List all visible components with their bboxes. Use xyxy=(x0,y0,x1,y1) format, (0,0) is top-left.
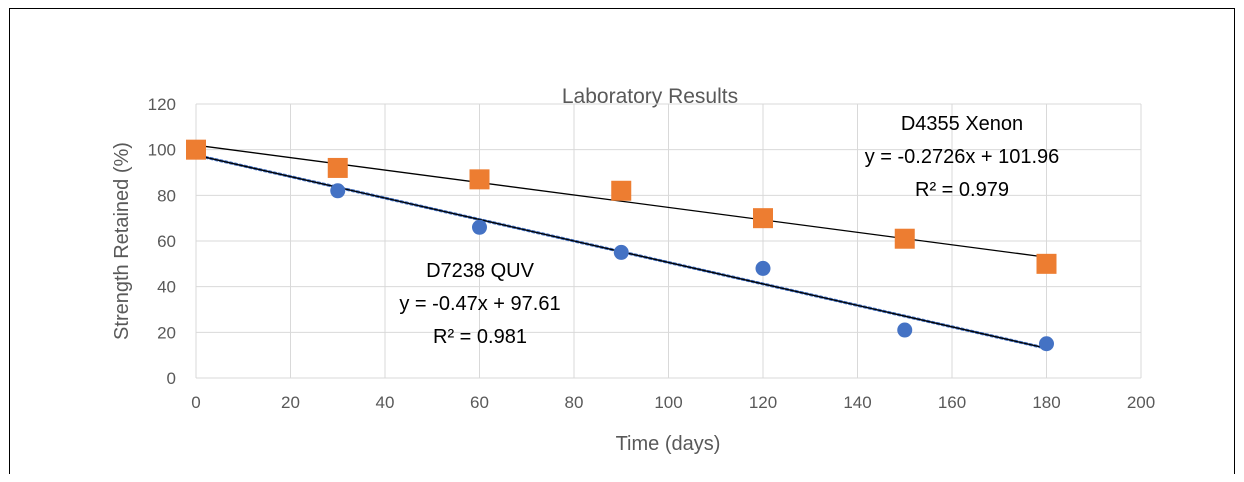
x-tick-label: 40 xyxy=(376,393,395,412)
quv-annotation-equation: y = -0.47x + 97.61 xyxy=(399,293,560,315)
y-tick-label: 60 xyxy=(157,232,176,251)
x-tick-label: 180 xyxy=(1032,393,1060,412)
series-1-point xyxy=(894,228,915,249)
series-0-point xyxy=(897,322,913,338)
y-tick-labels: 0 20 40 60 80 100 120 xyxy=(148,95,176,388)
x-tick-label: 200 xyxy=(1127,393,1155,412)
series-1-point xyxy=(469,169,490,190)
y-axis-title: Strength Retained (%) xyxy=(111,142,133,340)
x-tick-labels: 0 20 40 60 80 100 120 140 160 180 200 xyxy=(191,393,1155,412)
x-tick-label: 160 xyxy=(938,393,966,412)
y-tick-label: 80 xyxy=(157,186,176,205)
x-tick-label: 120 xyxy=(749,393,777,412)
x-tick-label: 60 xyxy=(470,393,489,412)
quv-annotation: D7238 QUV y = -0.47x + 97.61 R² = 0.981 xyxy=(399,260,560,348)
y-tick-label: 100 xyxy=(148,141,176,160)
x-tick-label: 0 xyxy=(191,393,200,412)
quv-annotation-r2: R² = 0.981 xyxy=(433,326,527,348)
x-tick-label: 100 xyxy=(654,393,682,412)
y-tick-label: 20 xyxy=(157,323,176,342)
xenon-annotation-r2: R² = 0.979 xyxy=(915,179,1009,201)
series-1-point xyxy=(186,139,206,160)
series-0-point xyxy=(613,244,629,260)
x-axis-title: Time (days) xyxy=(616,433,721,455)
series-0-point xyxy=(755,260,771,276)
x-tick-label: 20 xyxy=(281,393,300,412)
series-1-point xyxy=(1036,253,1057,274)
xenon-annotation-name: D4355 Xenon xyxy=(901,113,1023,135)
gridlines xyxy=(196,103,1142,378)
series-0-point xyxy=(472,219,487,235)
xenon-annotation-equation: y = -0.2726x + 101.96 xyxy=(865,146,1060,168)
xenon-annotation: D4355 Xenon y = -0.2726x + 101.96 R² = 0… xyxy=(865,113,1060,201)
x-tick-label: 80 xyxy=(565,393,584,412)
y-tick-label: 120 xyxy=(148,95,176,114)
series-0-point xyxy=(330,183,346,199)
data-points xyxy=(186,139,1057,352)
series-1-point xyxy=(753,208,773,229)
chart-title: Laboratory Results xyxy=(562,85,738,108)
y-tick-label: 40 xyxy=(157,278,176,297)
quv-annotation-name: D7238 QUV xyxy=(426,260,534,282)
x-tick-label: 140 xyxy=(843,393,871,412)
chart-frame xyxy=(9,8,1235,474)
series-0-point xyxy=(1039,336,1054,352)
y-tick-label: 0 xyxy=(167,369,176,388)
series-1-point xyxy=(327,157,348,178)
series-1-point xyxy=(611,180,632,201)
